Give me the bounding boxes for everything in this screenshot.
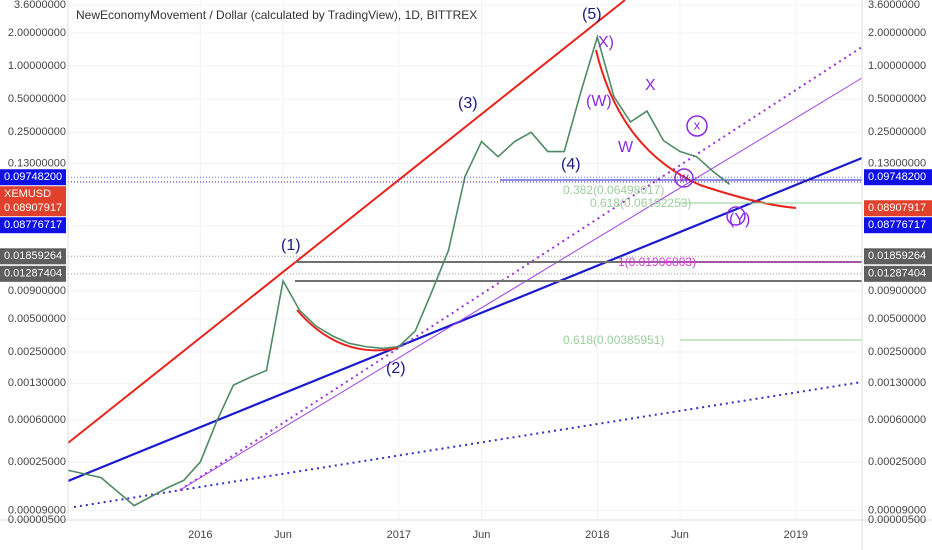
- symbol-tag: [0, 186, 66, 203]
- y-tick-label: 0.00900000: [868, 285, 926, 297]
- price-tag: [864, 248, 932, 265]
- y-tick-label: 3.6000000: [14, 0, 66, 11]
- wave-label: X: [645, 77, 656, 94]
- y-tick-label: 0.00000500: [8, 514, 66, 526]
- plot: [67, 34, 862, 507]
- chart-title: NewEconomyMovement / Dollar (calculated …: [76, 8, 477, 22]
- wave-label: (4): [561, 156, 581, 173]
- fib-label: 0.618(0.06192253): [590, 196, 691, 210]
- price-tag-label: 0.01287404: [868, 268, 926, 280]
- y-tick-label: 0.00500000: [8, 313, 66, 325]
- wave-label: (1): [281, 237, 301, 254]
- y-tick-label: 0.50000000: [8, 93, 66, 105]
- price-tag: [0, 200, 66, 217]
- wave-label: (Y): [729, 211, 750, 228]
- trendline: [73, 381, 863, 508]
- y-tick-label: 0.00130000: [868, 377, 926, 389]
- wave-circle: [726, 206, 746, 226]
- y-tick-label: 0.00900000: [8, 285, 66, 297]
- x-tick-label: 2018: [585, 529, 609, 541]
- wave-circle: [686, 115, 708, 137]
- y-tick-label: 0.25000000: [868, 126, 926, 138]
- x-tick-label: 2017: [387, 529, 411, 541]
- y-tick-label: 1.00000000: [868, 60, 926, 72]
- price-line: [67, 34, 731, 507]
- y-tick-label: 0.00060000: [8, 414, 66, 426]
- y-tick-label: 0.50000000: [868, 93, 926, 105]
- wave-label: (3): [458, 95, 478, 112]
- price-tag-label: 0.08776717: [868, 219, 926, 231]
- price-tag: [864, 200, 932, 217]
- x-tick-label: Jun: [671, 529, 689, 541]
- y-tick-label: 0.00025000: [868, 456, 926, 468]
- wave-label: w: [678, 169, 689, 184]
- y-tick-label: 0.00250000: [8, 346, 66, 358]
- y-tick-label: 0.00250000: [868, 346, 926, 358]
- y-tick-label: 0.00025000: [8, 456, 66, 468]
- price-tag-label: 0.01859264: [4, 250, 62, 262]
- price-tag-label: 0.01859264: [868, 250, 926, 262]
- y-tick-label: 0.25000000: [8, 126, 66, 138]
- x-tick-label: 2019: [784, 529, 808, 541]
- trendline: [67, 156, 863, 483]
- price-tag-label: 0.09748200: [868, 171, 926, 183]
- fib-label: 0.618(0.00385951): [563, 333, 664, 347]
- wave-label: X): [598, 34, 614, 51]
- wave-label: (W): [586, 93, 612, 110]
- x-tick-label: 2016: [188, 529, 212, 541]
- trendline: [179, 77, 863, 491]
- wave-label: W: [618, 139, 634, 156]
- price-tag: [0, 265, 66, 282]
- y-tick-label: 0.13000000: [868, 157, 926, 169]
- price-tag-label: 0.08907917: [4, 202, 62, 214]
- wave-circle: [674, 168, 694, 188]
- trendline: [67, 0, 626, 444]
- price-tag-label: 0.01287404: [4, 268, 62, 280]
- y-tick-label: 0.00500000: [868, 313, 926, 325]
- y-tick-label: 1.00000000: [8, 60, 66, 72]
- wave-label: (5): [582, 6, 602, 23]
- price-tag: [864, 265, 932, 282]
- wave-label: (2): [386, 360, 406, 377]
- price-tag-label: 0.08776717: [4, 219, 62, 231]
- y-tick-label: 0.00009000: [8, 505, 66, 517]
- fib-label: 1(0.01906803): [618, 255, 696, 269]
- y-tick-label: 2.00000000: [8, 27, 66, 39]
- price-tag: [0, 169, 66, 186]
- y-tick-label: 0.00130000: [8, 377, 66, 389]
- arc: [296, 309, 399, 352]
- y-tick-label: 0.13000000: [8, 157, 66, 169]
- grid: [68, 0, 862, 520]
- y-tick-label: 0.00009000: [868, 505, 926, 517]
- y-tick-label: 0.00060000: [868, 414, 926, 426]
- x-tick-label: Jun: [274, 529, 292, 541]
- price-tag: [864, 217, 932, 234]
- y-tick-label: 3.6000000: [868, 0, 920, 11]
- price-tag: [864, 169, 932, 186]
- x-tick-label: Jun: [473, 529, 491, 541]
- y-tick-label: 0.00000500: [868, 514, 926, 526]
- wave-label: x: [694, 117, 701, 132]
- price-tag-label: 0.09748200: [4, 171, 62, 183]
- price-tag: [0, 217, 66, 234]
- price-tag-label: 0.08907917: [868, 202, 926, 214]
- fib-label: 0.382(0.06498017): [563, 183, 664, 197]
- symbol-tag-label: XEMUSD: [4, 188, 51, 200]
- price-tag: [0, 248, 66, 265]
- y-tick-label: 2.00000000: [868, 27, 926, 39]
